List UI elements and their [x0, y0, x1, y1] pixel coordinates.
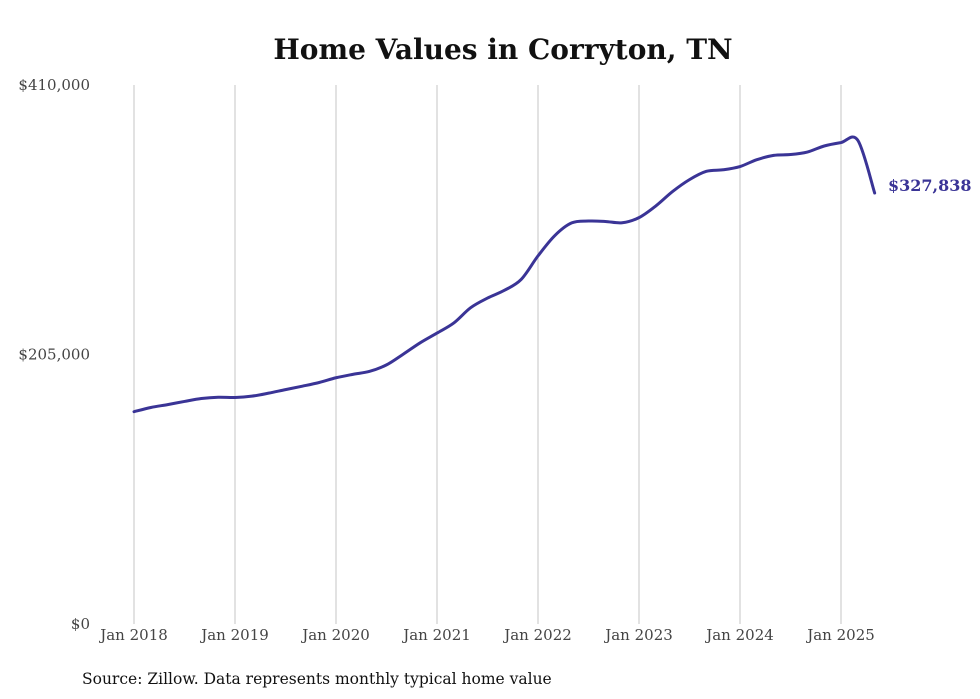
x-tick-label: Jan 2023 [603, 626, 673, 644]
y-tick-label: $410,000 [18, 76, 90, 94]
y-axis-ticks: $0 $205,000 $410,000 [18, 76, 90, 633]
y-tick-label: $0 [71, 615, 90, 633]
chart-title: Home Values in Corryton, TN [273, 33, 732, 66]
x-tick-label: Jan 2021 [401, 626, 471, 644]
x-tick-label: Jan 2024 [704, 626, 774, 644]
source-note: Source: Zillow. Data represents monthly … [82, 670, 552, 688]
x-tick-label: Jan 2025 [805, 626, 875, 644]
series-line-0 [132, 135, 877, 414]
x-tick-label: Jan 2020 [300, 626, 370, 644]
end-value-label: $327,838 [888, 176, 972, 195]
x-axis-ticks: Jan 2018 Jan 2019 Jan 2020 Jan 2021 Jan 2022… [98, 626, 875, 644]
x-tick-label: Jan 2018 [98, 626, 168, 644]
x-tick-label: Jan 2022 [502, 626, 572, 644]
gridlines [133, 85, 842, 624]
series-layer [132, 135, 877, 414]
y-tick-label: $205,000 [18, 346, 90, 364]
x-tick-label: Jan 2019 [199, 626, 269, 644]
